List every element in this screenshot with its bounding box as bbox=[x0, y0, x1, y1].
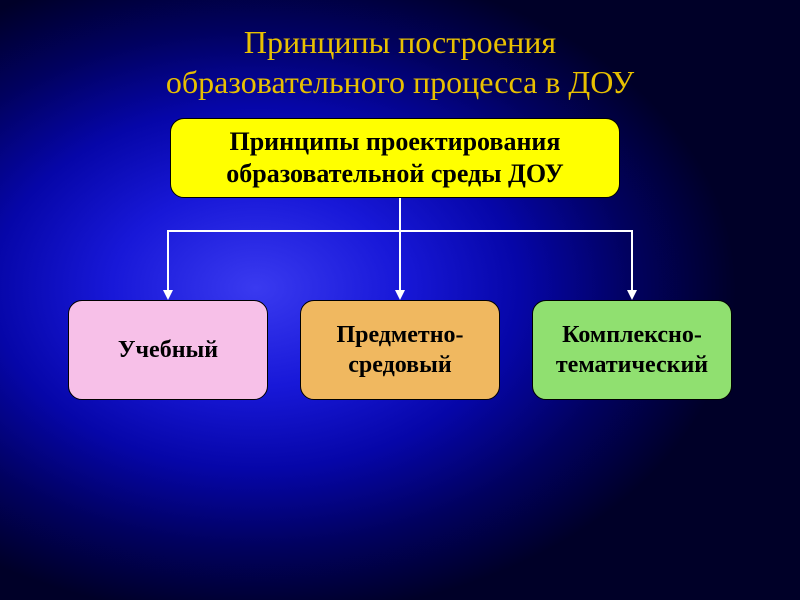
root-line1: Принципы проектирования bbox=[230, 127, 561, 156]
connector-drop-1 bbox=[399, 230, 401, 290]
title-line2: образовательного процесса в ДОУ bbox=[166, 64, 634, 100]
root-line2: образовательной среды ДОУ bbox=[226, 159, 563, 188]
child-1-line2: средовый bbox=[348, 352, 451, 378]
connector-trunk bbox=[399, 198, 401, 230]
connector-drop-2 bbox=[631, 230, 633, 290]
connector-drop-0 bbox=[167, 230, 169, 290]
child-box-0: Учебный bbox=[68, 300, 268, 400]
child-box-1: Предметно- средовый bbox=[300, 300, 500, 400]
child-1-line1: Предметно- bbox=[336, 322, 463, 348]
title-line1: Принципы построения bbox=[244, 24, 556, 60]
slide: Принципы построения образовательного про… bbox=[0, 0, 800, 600]
arrowhead-1 bbox=[395, 290, 405, 300]
root-box: Принципы проектирования образовательной … bbox=[170, 118, 620, 198]
root-text: Принципы проектирования образовательной … bbox=[226, 126, 563, 191]
child-2-line2: тематический bbox=[556, 352, 708, 378]
arrowhead-2 bbox=[627, 290, 637, 300]
child-0-label: Учебный bbox=[118, 335, 218, 365]
child-1-text: Предметно- средовый bbox=[336, 320, 463, 380]
arrowhead-0 bbox=[163, 290, 173, 300]
child-box-2: Комплексно- тематический bbox=[532, 300, 732, 400]
slide-title: Принципы построения образовательного про… bbox=[0, 22, 800, 102]
child-2-line1: Комплексно- bbox=[562, 322, 702, 348]
child-2-text: Комплексно- тематический bbox=[556, 320, 708, 380]
